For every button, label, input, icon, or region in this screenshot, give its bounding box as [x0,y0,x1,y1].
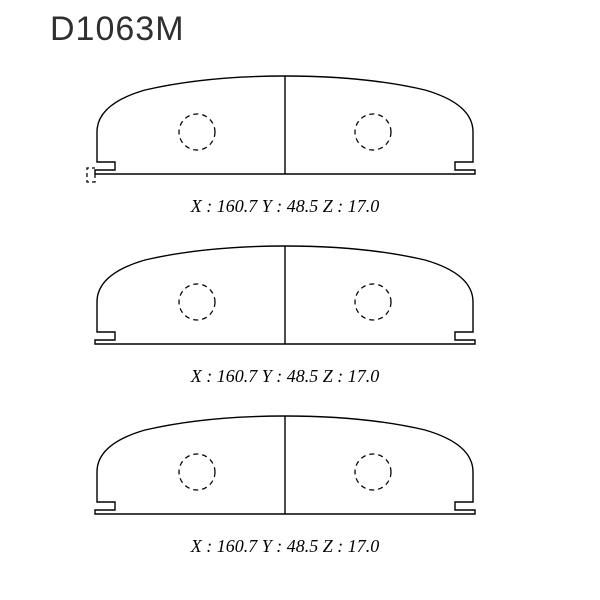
brake-pad-diagram: X : 160.7 Y : 48.5 Z : 17.0 [75,240,495,387]
pad-hole-left [179,284,215,320]
pad-svg [75,70,495,194]
pad-dimensions: X : 160.7 Y : 48.5 Z : 17.0 [75,366,495,387]
pad-hole-left [179,454,215,490]
brake-pad-diagram: X : 160.7 Y : 48.5 Z : 17.0 [75,70,495,217]
pad-dimensions: X : 160.7 Y : 48.5 Z : 17.0 [75,196,495,217]
pad-hole-right [355,114,391,150]
pad-wear-clip [87,168,95,182]
brake-pad-diagram: X : 160.7 Y : 48.5 Z : 17.0 [75,410,495,557]
pad-svg [75,410,495,534]
part-number-title: D1063M [50,10,185,49]
pad-hole-left [179,114,215,150]
pad-dimensions: X : 160.7 Y : 48.5 Z : 17.0 [75,536,495,557]
pad-hole-right [355,284,391,320]
pad-hole-right [355,454,391,490]
pad-svg [75,240,495,364]
page: D1063M X : 160.7 Y : 48.5 Z : 17.0 X : 16… [0,0,600,600]
